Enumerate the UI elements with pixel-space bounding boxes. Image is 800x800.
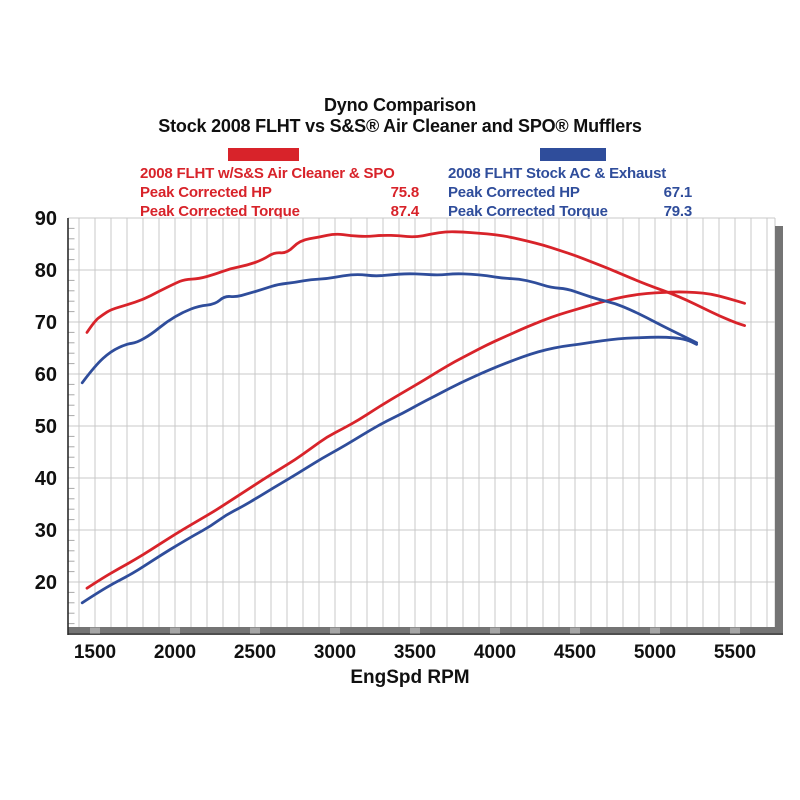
x-axis-tick-notch — [490, 627, 500, 634]
legend-stock-torque-value: 79.3 — [663, 203, 693, 220]
legend-sns-name: 2008 FLHT w/S&S Air Cleaner & SPO — [140, 165, 395, 182]
legend-stock-hp-label: Peak Corrected HP — [448, 184, 580, 201]
legend-stock-torque-row: Peak Corrected Torque 79.3 — [448, 203, 692, 221]
legend-stock-hp-value: 67.1 — [663, 184, 693, 201]
y-tick-label: 50 — [35, 416, 57, 438]
x-axis-tick-notch — [330, 627, 340, 634]
legend-sns: 2008 FLHT w/S&S Air Cleaner & SPO Peak C… — [140, 165, 419, 222]
series-curve-0 — [85, 230, 746, 334]
x-axis-tick-notch — [90, 627, 100, 634]
plot-shadow-right — [775, 226, 783, 635]
x-axis-bar-edge — [68, 633, 783, 635]
y-tick-label: 90 — [35, 208, 57, 230]
legend-stock-torque-label: Peak Corrected Torque — [448, 203, 608, 220]
y-tick-label: 70 — [35, 312, 57, 334]
x-axis-tick-notch — [570, 627, 580, 634]
legend-stock-hp-row: Peak Corrected HP 67.1 — [448, 184, 692, 202]
legend-sns-hp-label: Peak Corrected HP — [140, 184, 272, 201]
series-curve-1 — [85, 290, 746, 590]
x-tick-label: 5000 — [634, 642, 676, 663]
legend-sns-swatch — [228, 148, 299, 161]
legend-sns-torque-value: 87.4 — [390, 203, 420, 220]
x-axis-tick-notch — [170, 627, 180, 634]
x-tick-label: 4500 — [554, 642, 596, 663]
x-tick-label: 1500 — [74, 642, 116, 663]
x-axis-tick-notch — [250, 627, 260, 634]
y-tick-label: 60 — [35, 364, 57, 386]
x-tick-label: 2000 — [154, 642, 196, 663]
chart-title-line2: Stock 2008 FLHT vs S&S® Air Cleaner and … — [158, 116, 642, 136]
x-axis-bar — [68, 627, 783, 635]
chart-title-line1: Dyno Comparison — [323, 95, 476, 115]
x-axis-tick-notch — [730, 627, 740, 634]
x-tick-label: 4000 — [474, 642, 516, 663]
x-axis-tick-notch — [650, 627, 660, 634]
x-tick-label: 3500 — [394, 642, 436, 663]
legend-stock: 2008 FLHT Stock AC & Exhaust Peak Correc… — [448, 165, 692, 222]
y-tick-label: 20 — [35, 572, 57, 594]
y-tick-label: 30 — [35, 520, 57, 542]
legend-stock-swatch — [540, 148, 606, 161]
x-tick-label: 5500 — [714, 642, 756, 663]
series-curve-2 — [80, 272, 698, 385]
legend-sns-hp-value: 75.8 — [390, 184, 420, 201]
y-tick-label: 80 — [35, 260, 57, 282]
x-tick-label: 3000 — [314, 642, 356, 663]
y-tick-label: 40 — [35, 468, 57, 490]
legend-sns-torque-row: Peak Corrected Torque 87.4 — [140, 203, 419, 221]
chart-title: Dyno Comparison Stock 2008 FLHT vs S&S® … — [0, 95, 800, 137]
legend-sns-hp-row: Peak Corrected HP 75.8 — [140, 184, 419, 202]
x-axis-tick-notch — [410, 627, 420, 634]
x-axis-title: EngSpd RPM — [350, 667, 469, 688]
series-curve-3 — [80, 335, 698, 605]
x-tick-label: 2500 — [234, 642, 276, 663]
legend-stock-name: 2008 FLHT Stock AC & Exhaust — [448, 165, 667, 182]
legend-sns-torque-label: Peak Corrected Torque — [140, 203, 300, 220]
